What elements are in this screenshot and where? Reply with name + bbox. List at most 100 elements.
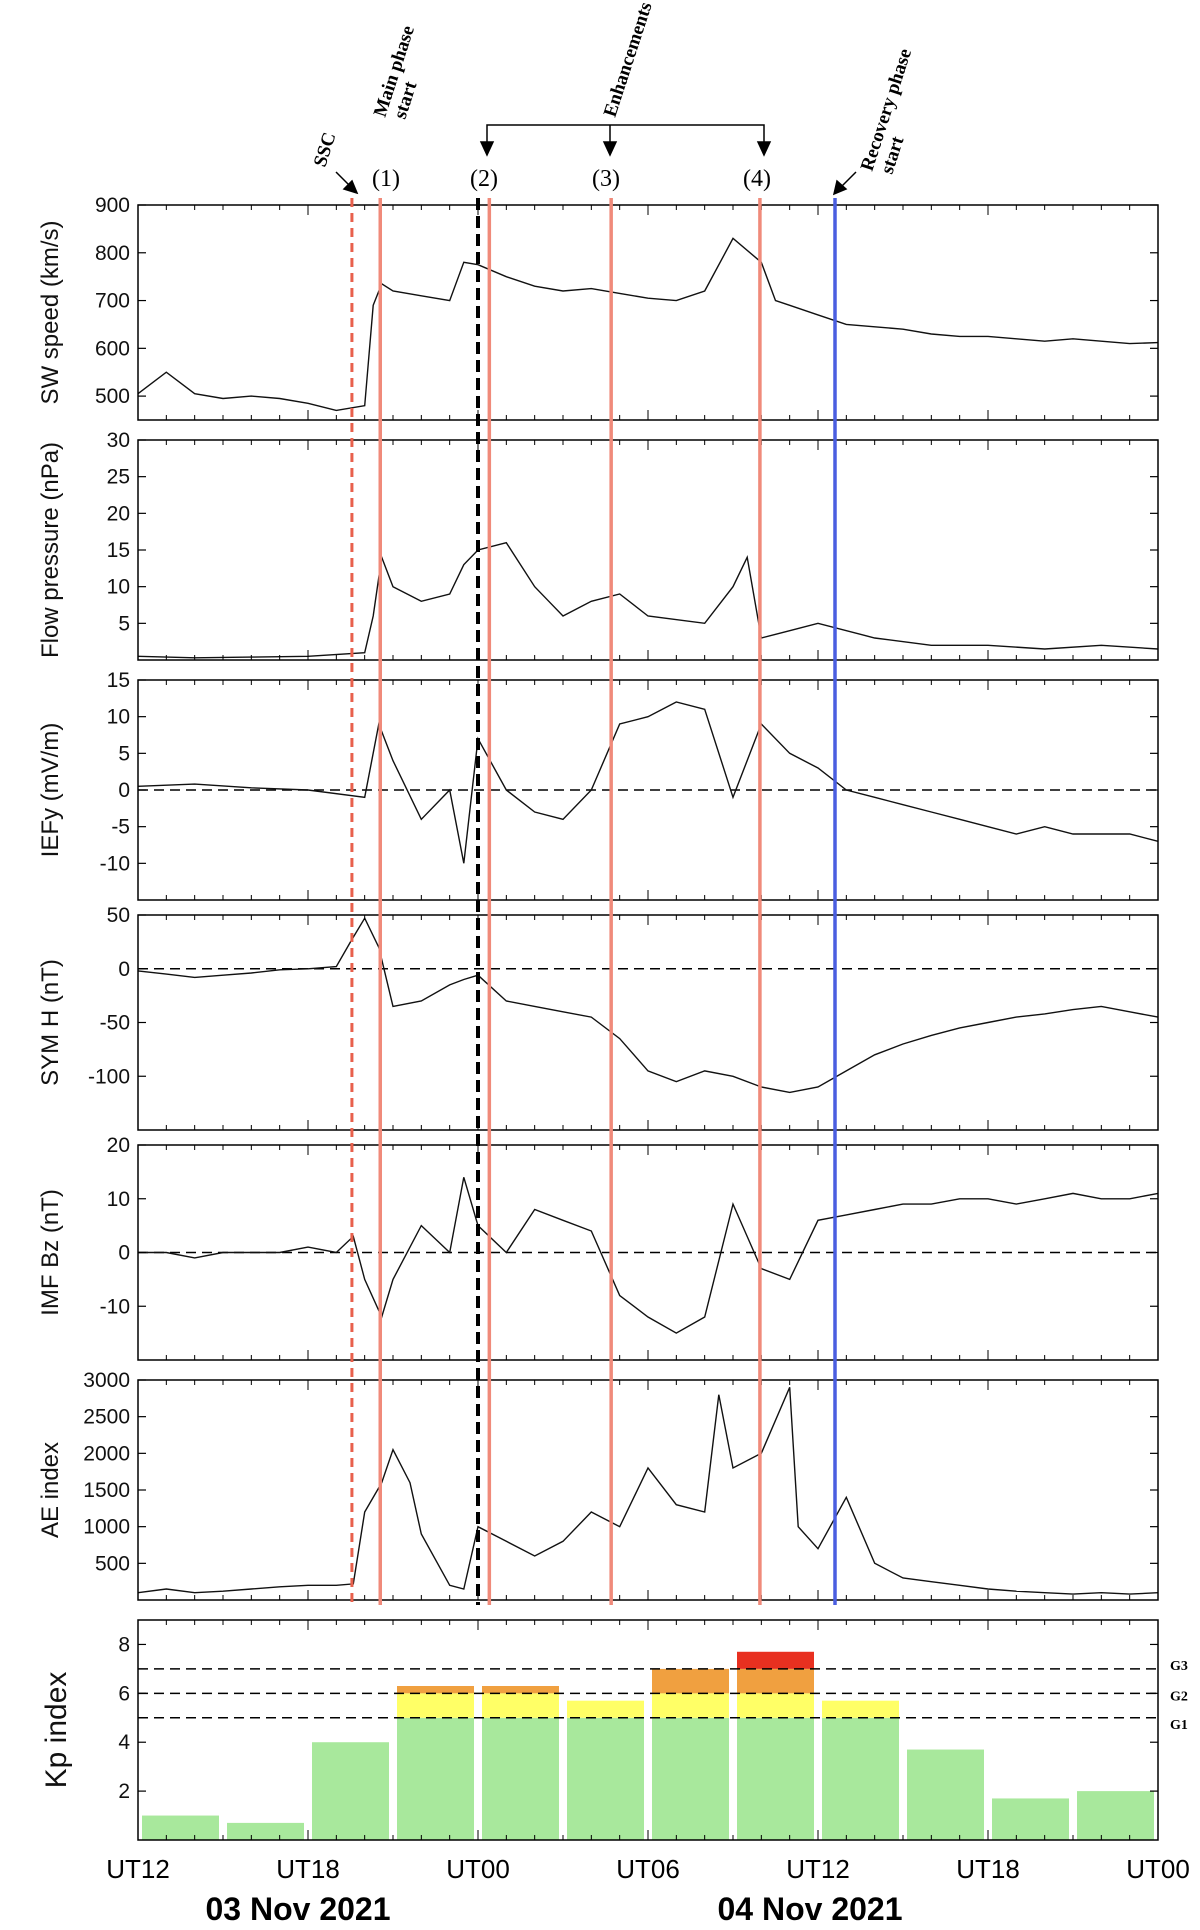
kp-bar-2-green — [227, 1822, 304, 1840]
y-tick-label: 600 — [95, 337, 130, 360]
kp-bar-12-green — [1077, 1791, 1154, 1840]
kp-bar-4-orange — [397, 1686, 474, 1694]
ssc-arrow — [335, 171, 359, 195]
y-tick-label: 10 — [107, 1188, 130, 1211]
kp-bar-4-yellow — [397, 1693, 474, 1718]
y-tick-label: -5 — [111, 816, 130, 839]
y-tick-label: 1000 — [83, 1516, 130, 1539]
y-tick-label: 4 — [118, 1731, 130, 1754]
x-tick-label: UT18 — [956, 1854, 1020, 1884]
y-tick-label: -10 — [100, 1295, 130, 1318]
y-tick-label: 15 — [107, 539, 130, 562]
y-tick-label: 15 — [107, 669, 130, 692]
y-tick-label: 25 — [107, 466, 130, 489]
enhancements-bracket — [479, 124, 772, 157]
y-axis-label: AE index — [37, 1442, 64, 1538]
kp-bar-8-red — [737, 1651, 814, 1669]
y-tick-label: 50 — [107, 904, 130, 927]
kp-bar-8-green — [737, 1717, 814, 1840]
kp-bar-11-green — [992, 1798, 1069, 1840]
y-tick-label: 30 — [107, 429, 130, 452]
kp-bar-6-yellow — [567, 1700, 644, 1718]
kp-bar-10-green — [907, 1749, 984, 1840]
kp-bar-3-green — [312, 1742, 389, 1840]
y-tick-label: 5 — [118, 742, 130, 765]
y-tick-label: 0 — [118, 1242, 130, 1265]
y-tick-label: 20 — [107, 1134, 130, 1157]
y-tick-label: -10 — [100, 852, 130, 875]
panel-frame — [137, 1379, 1159, 1601]
annotations: SSC Main phase start Enhancements Recove… — [310, 0, 916, 196]
y-axis-label: IMF Bz (nT) — [37, 1189, 64, 1316]
marker-3: (3) — [592, 166, 620, 192]
y-tick-label: 0 — [118, 958, 130, 981]
date-label-nov04: 04 Nov 2021 — [717, 1891, 902, 1927]
y-tick-label: 700 — [95, 290, 130, 313]
panel-4: -100 -50 0 50 SYM H (nT) — [37, 904, 1159, 1131]
kp-bar-7-yellow — [652, 1693, 729, 1718]
panel-7: G1 G2 G3 2 4 6 8 Kp index — [40, 1619, 1188, 1841]
x-tick-label: UT12 — [106, 1854, 170, 1884]
kp-bar-7-orange — [652, 1668, 729, 1694]
kp-bar-9-yellow — [822, 1700, 899, 1718]
data-series — [138, 1177, 1159, 1334]
enhancements-label: Enhancements — [600, 0, 657, 120]
y-tick-label: 20 — [107, 502, 130, 525]
kp-bar-4-green — [397, 1717, 474, 1840]
x-axis: UT12 UT18 UT00 UT06 UT12 UT18 UT00 — [106, 1854, 1190, 1884]
panel-5: -10 0 10 20 IMF Bz (nT) — [37, 1134, 1159, 1361]
marker-1: (1) — [372, 166, 400, 192]
date-label-nov03: 03 Nov 2021 — [205, 1891, 390, 1927]
x-tick-label: UT12 — [786, 1854, 850, 1884]
threshold-label-g2: G2 — [1170, 1689, 1188, 1704]
y-axis-label: IEFy (mV/m) — [37, 723, 64, 858]
kp-bar-9-green — [822, 1717, 899, 1840]
marker-4: (4) — [743, 166, 771, 192]
kp-bar-1-green — [142, 1815, 219, 1840]
data-series — [137, 541, 1159, 659]
y-axis-label: Flow pressure (nPa) — [37, 442, 64, 658]
panel-3: -10 -5 0 5 10 15 IEFy (mV/m) — [37, 669, 1159, 901]
y-tick-label: 10 — [107, 576, 130, 599]
panel-frame — [137, 204, 1159, 421]
panel-1: 500 600 700 800 900 SW speed (km/s) — [37, 194, 1159, 421]
data-series — [137, 1387, 1159, 1595]
recovery-arrow — [832, 171, 857, 196]
y-tick-label: 1500 — [83, 1479, 130, 1502]
y-tick-label: 800 — [95, 242, 130, 265]
x-tick-label: UT00 — [1126, 1854, 1190, 1884]
panel-frame — [137, 914, 1159, 1131]
panel-2: 5 10 15 20 25 30 Flow pressure (nPa) — [37, 429, 1159, 661]
x-tick-label: UT00 — [446, 1854, 510, 1884]
y-tick-label: 900 — [95, 194, 130, 217]
kp-bar-8-yellow — [737, 1693, 814, 1718]
y-tick-label: 3000 — [83, 1369, 130, 1392]
x-tick-label: UT18 — [276, 1854, 340, 1884]
data-series — [137, 916, 1159, 1094]
x-tick-label: UT06 — [616, 1854, 680, 1884]
y-axis-label: Kp index — [40, 1672, 73, 1789]
ssc-label: SSC — [310, 130, 341, 170]
y-tick-label: 500 — [95, 385, 130, 408]
kp-bar-6-green — [567, 1717, 644, 1840]
y-tick-label: 10 — [107, 706, 130, 729]
threshold-label-g3: G3 — [1170, 1659, 1188, 1674]
marker-2: (2) — [470, 166, 498, 192]
data-series — [137, 237, 1159, 412]
y-tick-label: 2000 — [83, 1442, 130, 1465]
event-lines — [350, 198, 837, 1605]
y-tick-label: 6 — [118, 1682, 130, 1705]
kp-bar-7-green — [652, 1717, 729, 1840]
y-tick-label: 2500 — [83, 1406, 130, 1429]
y-axis-label: SYM H (nT) — [37, 959, 64, 1086]
y-tick-label: 500 — [95, 1552, 130, 1575]
panel-frame — [137, 439, 1159, 661]
y-tick-label: -100 — [88, 1065, 130, 1088]
y-tick-label: 0 — [118, 779, 130, 802]
kp-bar-5-orange — [482, 1686, 559, 1694]
data-series — [137, 701, 1159, 864]
kp-bar-8-orange — [737, 1668, 814, 1694]
y-tick-label: -50 — [100, 1012, 130, 1035]
